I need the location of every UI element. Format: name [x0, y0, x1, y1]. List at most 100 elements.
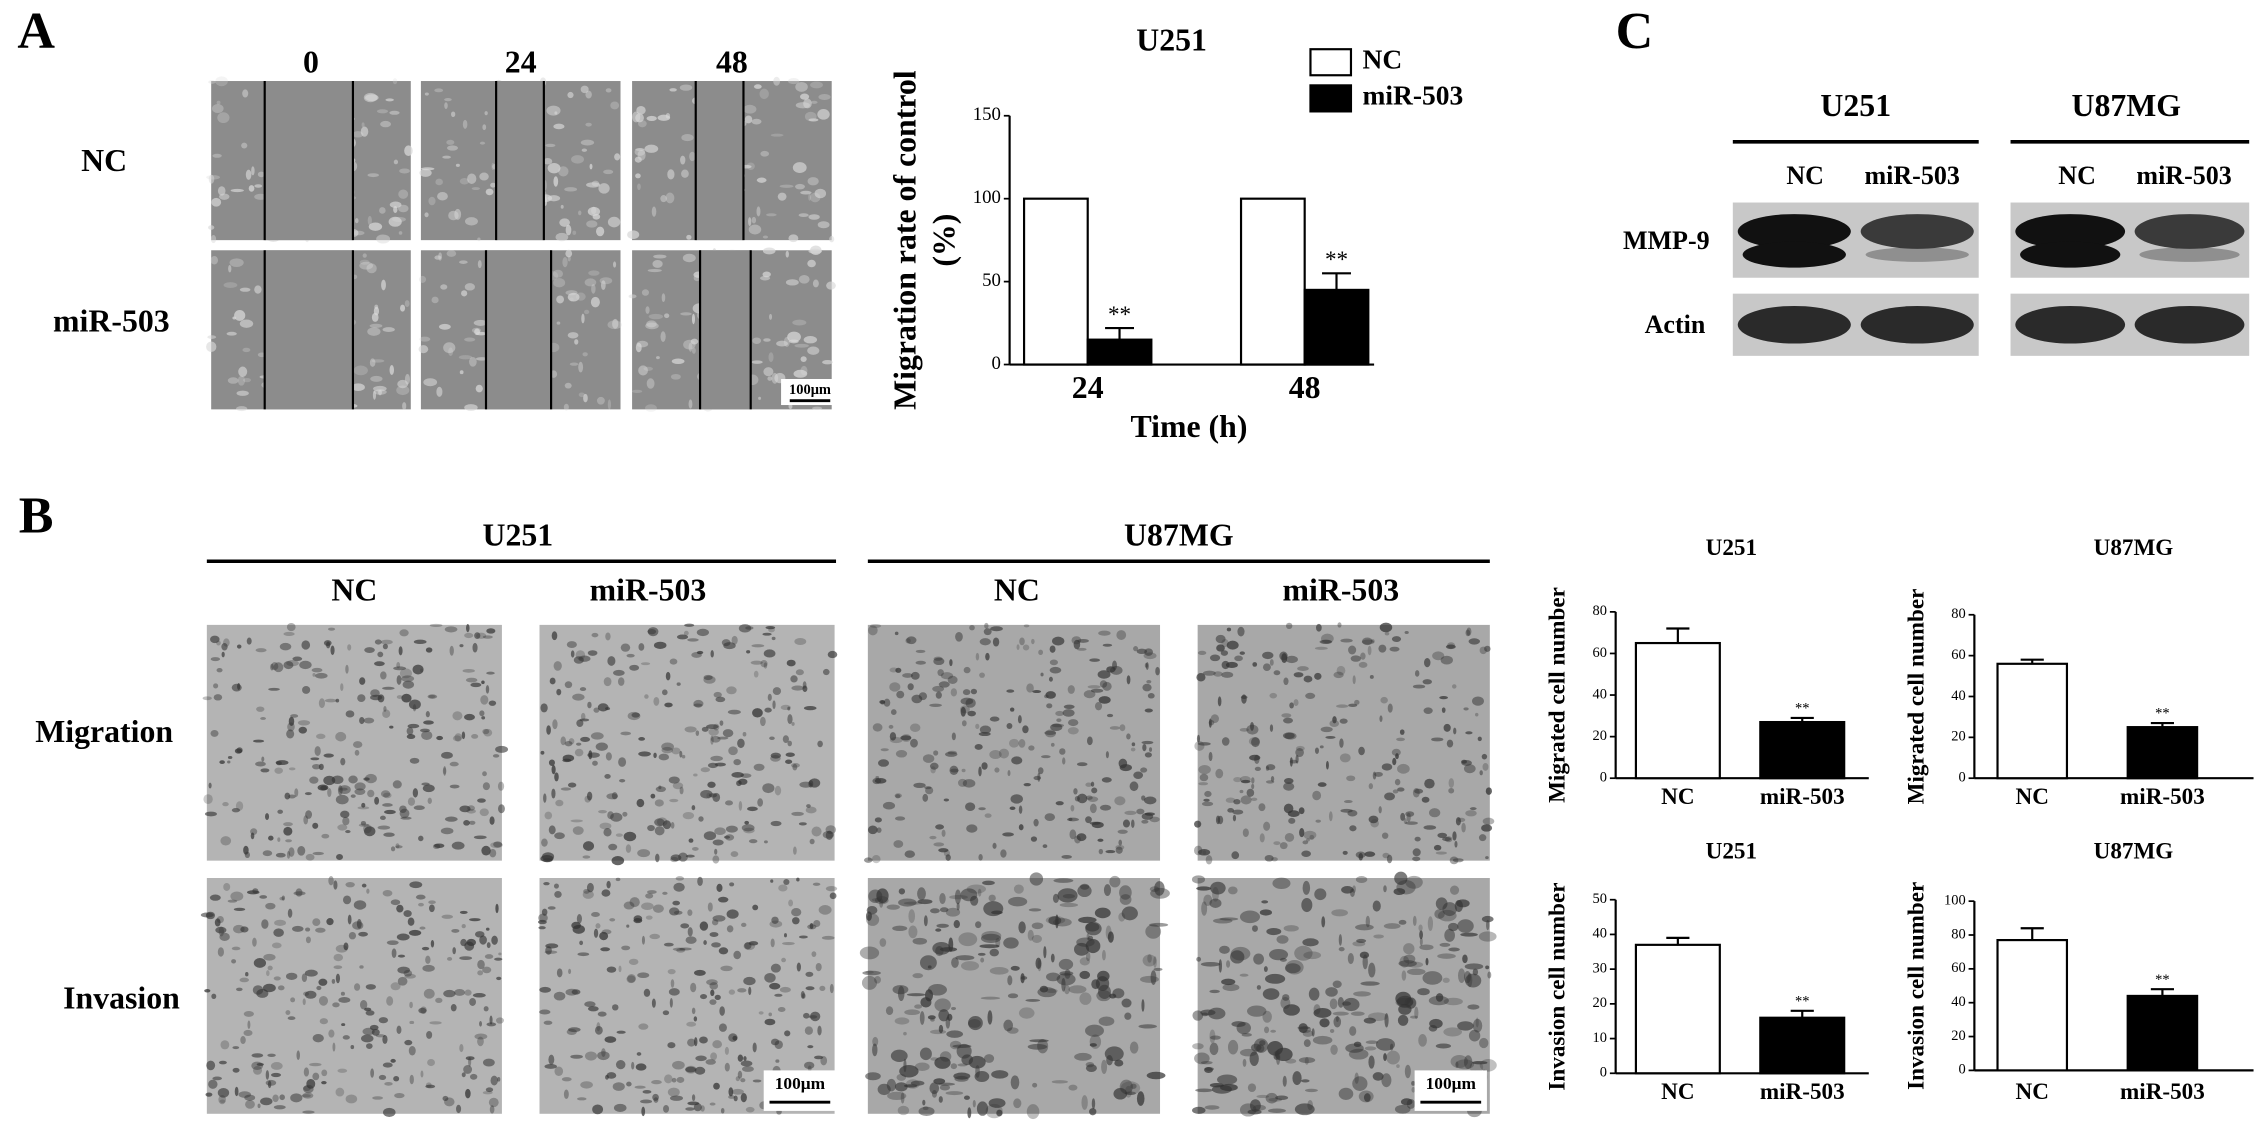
cell [482, 124, 487, 131]
cell [382, 327, 395, 332]
cell [1254, 766, 1261, 771]
cell [1452, 858, 1464, 863]
cell [591, 911, 600, 917]
cell [374, 661, 385, 667]
cell [328, 1029, 335, 1038]
cell [876, 827, 882, 833]
panel-label: B [19, 488, 54, 545]
cell [807, 346, 820, 355]
cell [543, 1020, 553, 1025]
cell [898, 888, 906, 895]
cell [1373, 934, 1384, 939]
cell [653, 752, 657, 759]
cell [634, 156, 642, 163]
cell [397, 966, 410, 974]
cell [669, 88, 677, 92]
cell [874, 817, 882, 823]
cell [905, 1079, 920, 1089]
legend-swatch [1309, 48, 1353, 77]
cell [1372, 1072, 1384, 1081]
cell [645, 404, 657, 412]
cell [1439, 695, 1448, 700]
cell [320, 785, 328, 791]
significance: ** [2155, 972, 2169, 988]
cell [552, 719, 558, 730]
cell [1303, 1039, 1311, 1047]
cell [600, 280, 606, 291]
cell [423, 720, 434, 725]
cell [207, 335, 217, 339]
cell [1007, 975, 1013, 986]
cell [1383, 1053, 1387, 1062]
cell [653, 641, 667, 649]
cell [608, 843, 618, 851]
cell [634, 148, 646, 156]
cell [551, 765, 556, 775]
cell [223, 282, 238, 288]
cell [784, 1030, 791, 1037]
cell [245, 169, 252, 180]
cell [793, 846, 797, 855]
cell [341, 1023, 346, 1027]
cell [817, 740, 823, 748]
cell [479, 141, 486, 145]
cell [1363, 1017, 1376, 1024]
cell [496, 976, 502, 981]
cell [345, 830, 351, 834]
cell [316, 733, 326, 740]
cell [1085, 951, 1091, 962]
cell [607, 656, 616, 666]
cell [787, 706, 791, 711]
cell [714, 848, 718, 855]
cell [910, 1080, 925, 1086]
cell [1020, 973, 1025, 984]
cell [718, 1023, 727, 1032]
cell [1050, 742, 1055, 747]
cell [279, 642, 292, 651]
cell [693, 703, 703, 707]
cell [667, 1087, 680, 1097]
cell [645, 915, 653, 920]
cell [637, 183, 641, 191]
cell [449, 761, 459, 767]
cell [1399, 729, 1405, 735]
cell [366, 888, 370, 894]
cell [412, 788, 419, 798]
cell [1472, 968, 1479, 976]
cell [710, 650, 714, 658]
cell [548, 1054, 555, 1065]
cell [442, 1095, 449, 1102]
cell [305, 936, 311, 944]
overlay [763, 378, 1487, 1111]
cell [927, 1015, 936, 1020]
cell [943, 849, 951, 857]
bar [1086, 338, 1153, 366]
cell [1058, 958, 1074, 970]
cell [277, 809, 283, 814]
cell [648, 313, 664, 320]
cell [638, 751, 651, 757]
cell [373, 306, 380, 316]
cell [360, 126, 369, 137]
cell [399, 629, 409, 637]
cell [879, 898, 884, 908]
cell [1481, 915, 1494, 923]
cell [654, 799, 664, 807]
cell [697, 876, 703, 887]
cell [771, 636, 776, 641]
cell [800, 190, 812, 195]
cell [1242, 828, 1249, 837]
significance: ** [2155, 706, 2169, 722]
cell [227, 756, 233, 759]
cell [542, 852, 555, 861]
cell [1201, 801, 1214, 807]
chart-title: U251 [1706, 839, 1757, 865]
cell [562, 754, 575, 762]
cell [669, 798, 679, 803]
cell [1314, 672, 1322, 680]
cell [620, 643, 631, 652]
cell [672, 782, 684, 790]
cell [709, 999, 717, 1005]
cell [1481, 753, 1488, 760]
cell [1197, 650, 1207, 656]
